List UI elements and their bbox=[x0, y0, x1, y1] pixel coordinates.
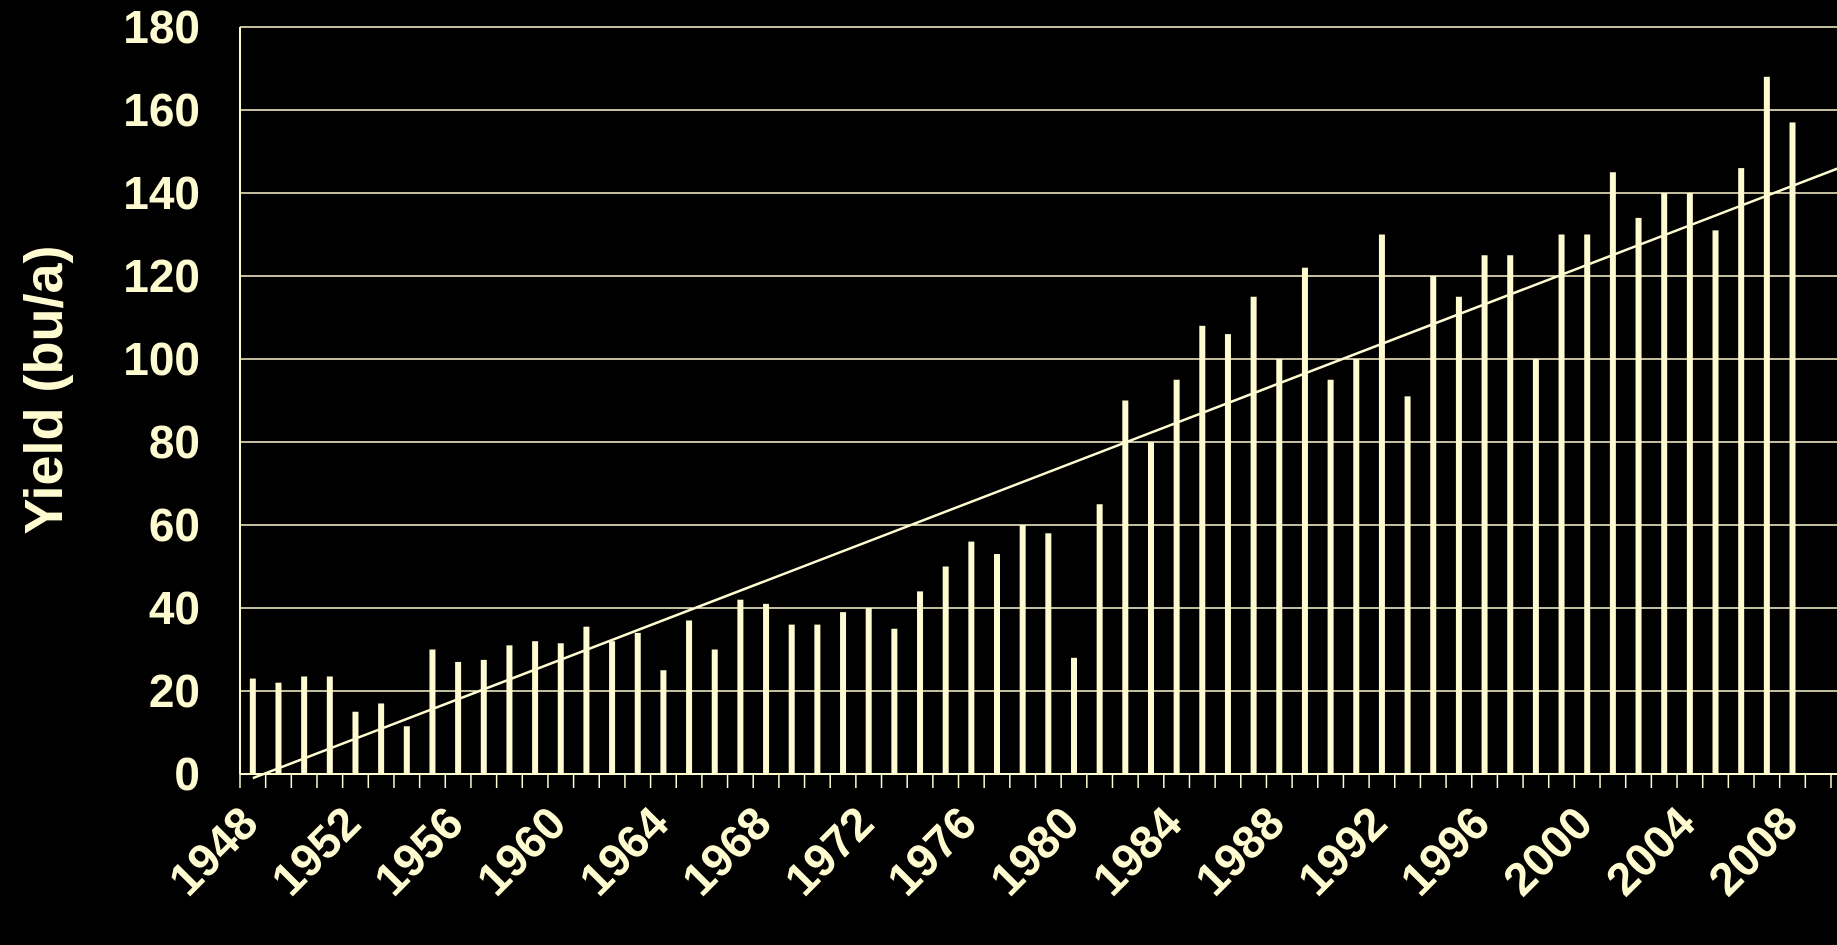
bar bbox=[1738, 168, 1745, 775]
bar bbox=[942, 566, 949, 774]
x-tick-label: 2008 bbox=[1698, 796, 1807, 905]
bar bbox=[1558, 234, 1565, 774]
bar bbox=[506, 645, 513, 774]
bar bbox=[1532, 359, 1539, 774]
bar bbox=[1147, 442, 1154, 774]
x-tick-label: 1972 bbox=[774, 796, 883, 905]
bar bbox=[1199, 325, 1206, 774]
bar bbox=[1584, 234, 1591, 774]
x-tick-label: 2000 bbox=[1493, 796, 1602, 905]
x-tick-label: 1984 bbox=[1082, 796, 1191, 905]
bar bbox=[1609, 172, 1616, 774]
bar bbox=[403, 726, 410, 774]
bar bbox=[301, 676, 308, 774]
bar bbox=[1635, 217, 1642, 774]
x-tick-label: 1980 bbox=[980, 796, 1089, 905]
x-tick-label: 1960 bbox=[466, 796, 575, 905]
x-tick-label: 1992 bbox=[1288, 796, 1397, 905]
x-tick-label: 1996 bbox=[1390, 796, 1499, 905]
bar bbox=[788, 624, 795, 774]
bar bbox=[1019, 525, 1026, 774]
trend-line bbox=[252, 167, 1837, 780]
y-tick-label: 120 bbox=[123, 250, 200, 302]
bar bbox=[1327, 379, 1334, 774]
y-tick-label: 60 bbox=[149, 499, 200, 551]
trend-line bbox=[252, 167, 1837, 780]
bar bbox=[763, 603, 770, 774]
x-tick-label: 1988 bbox=[1185, 796, 1294, 905]
bars bbox=[249, 76, 1796, 775]
bar bbox=[891, 628, 898, 774]
x-tick-label: 2004 bbox=[1595, 796, 1704, 905]
gridlines bbox=[240, 26, 1837, 692]
bar bbox=[840, 612, 847, 774]
y-tick-label: 100 bbox=[123, 333, 200, 385]
bar bbox=[275, 682, 282, 774]
bar bbox=[1430, 276, 1437, 774]
axes bbox=[239, 27, 1837, 788]
bar bbox=[1455, 296, 1462, 774]
y-tick-label: 160 bbox=[123, 84, 200, 136]
bar bbox=[1122, 400, 1129, 774]
bar bbox=[1353, 359, 1360, 774]
bar bbox=[634, 632, 641, 774]
bar bbox=[1301, 267, 1308, 774]
bar bbox=[737, 599, 744, 774]
bar bbox=[249, 678, 256, 774]
bar bbox=[1763, 76, 1770, 775]
y-tick-label: 180 bbox=[123, 1, 200, 53]
x-tick-labels: 1948195219561960196419681972197619801984… bbox=[158, 796, 1807, 905]
bar bbox=[609, 641, 616, 774]
y-tick-label: 0 bbox=[174, 748, 200, 800]
x-tick-label: 1964 bbox=[569, 796, 678, 905]
y-tick-label: 40 bbox=[149, 582, 200, 634]
bar bbox=[968, 541, 975, 774]
y-tick-label: 140 bbox=[123, 167, 200, 219]
y-tick-labels: 0 20 40 60 80 100 120 140 160 180 bbox=[123, 1, 200, 800]
bar bbox=[557, 643, 564, 774]
bar bbox=[814, 624, 821, 774]
bar bbox=[1045, 533, 1052, 774]
bar bbox=[1789, 122, 1796, 774]
bar bbox=[1378, 234, 1385, 774]
bar bbox=[1686, 193, 1693, 774]
bar bbox=[326, 676, 333, 774]
bar bbox=[1250, 296, 1257, 774]
bar bbox=[1096, 504, 1103, 774]
bar bbox=[429, 649, 436, 774]
bar bbox=[1224, 334, 1231, 774]
y-axis-title: Yield (bu/a) bbox=[14, 245, 74, 534]
bar bbox=[1173, 379, 1180, 774]
x-tick-label: 1976 bbox=[877, 796, 986, 905]
x-tick-label: 1968 bbox=[672, 796, 781, 905]
bar bbox=[1481, 255, 1488, 774]
x-tick-label: 1956 bbox=[364, 796, 473, 905]
bar bbox=[352, 711, 359, 774]
bar bbox=[1507, 255, 1514, 774]
x-tick-label: 1948 bbox=[158, 796, 267, 905]
bar bbox=[660, 670, 667, 774]
bar bbox=[480, 659, 487, 774]
y-tick-label: 80 bbox=[149, 416, 200, 468]
bar bbox=[1661, 193, 1668, 774]
bar bbox=[455, 661, 462, 774]
x-tick-label: 1952 bbox=[261, 796, 370, 905]
bar bbox=[1070, 657, 1077, 774]
bar bbox=[532, 641, 539, 774]
bar bbox=[1712, 230, 1719, 775]
bar bbox=[917, 591, 924, 774]
bar bbox=[1404, 396, 1411, 774]
bar bbox=[583, 626, 590, 774]
bar bbox=[865, 608, 872, 774]
bar bbox=[1276, 359, 1283, 774]
bar bbox=[686, 620, 693, 774]
bar bbox=[378, 703, 385, 774]
bar bbox=[711, 649, 718, 774]
y-tick-label: 20 bbox=[149, 665, 200, 717]
bar bbox=[994, 554, 1001, 774]
